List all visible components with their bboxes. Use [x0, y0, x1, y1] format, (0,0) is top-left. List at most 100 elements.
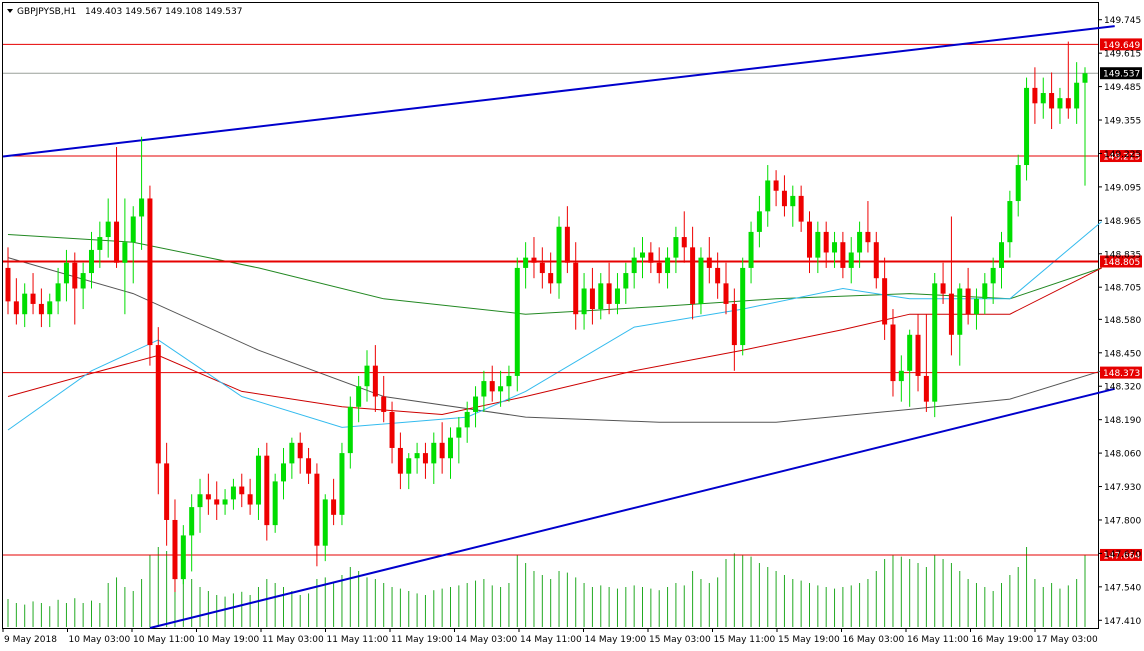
y-tick-label: 148.705	[1104, 284, 1141, 294]
y-tick-label: 149.485	[1104, 83, 1141, 93]
y-tick-label: 148.060	[1104, 450, 1141, 460]
level-label: 148.805	[1103, 258, 1140, 268]
candle-body	[397, 447, 403, 474]
price-axis: 149.745 149.615 149.485 149.355 149.225 149.0…	[1098, 16, 1141, 627]
candle-body	[1049, 93, 1055, 109]
candle-body	[122, 242, 128, 263]
candle-body	[840, 242, 846, 268]
candle-body	[514, 267, 520, 376]
candle-body	[898, 370, 904, 382]
y-tick-label: 148.190	[1104, 416, 1141, 426]
candle-body	[473, 396, 479, 412]
candle-body	[372, 365, 378, 397]
candle-body	[381, 396, 387, 412]
candle-body	[957, 288, 963, 335]
x-tick-label: 16 May 19:00	[972, 635, 1034, 645]
candle-body	[164, 463, 170, 520]
candle-body	[581, 288, 587, 315]
candle-body	[130, 216, 136, 243]
level-label-bg	[1100, 548, 1142, 561]
candle-body	[214, 499, 220, 505]
candle-body	[356, 386, 362, 407]
candle-body	[573, 262, 579, 315]
candle-body	[230, 486, 236, 500]
current-price-label: 149.537	[1103, 70, 1140, 80]
y-tick-label: 149.615	[1104, 50, 1141, 60]
candle-body	[431, 442, 437, 464]
candle-body	[414, 453, 420, 459]
candle-body	[923, 375, 929, 402]
level-label: 147.664	[1103, 551, 1140, 561]
x-tick-label: 14 May 03:00	[456, 635, 518, 645]
candle-body	[882, 278, 888, 325]
candle-body	[80, 273, 86, 289]
upper-channel-line	[2, 25, 1115, 158]
candle-body	[748, 231, 754, 268]
candle-body	[1082, 73, 1088, 83]
level-label-bg	[1100, 150, 1142, 163]
x-tick-label: 9 May 2018	[4, 635, 57, 645]
candle-body	[189, 507, 195, 536]
candle-body	[222, 499, 228, 505]
candle-body	[865, 231, 871, 243]
candle-body	[180, 535, 186, 580]
candle-body	[13, 301, 19, 315]
x-tick-label: 15 May 19:00	[778, 635, 840, 645]
lower-channel-line	[149, 387, 1115, 629]
candle-body	[765, 180, 771, 212]
channel-lines[interactable]	[2, 25, 1115, 629]
candle-body	[72, 262, 78, 289]
candle-body	[740, 267, 746, 346]
candle-body	[481, 381, 487, 397]
candle-body	[965, 288, 971, 315]
candle-body	[781, 190, 787, 207]
candle-body	[1074, 82, 1080, 109]
candle-body	[347, 406, 353, 454]
candle-body	[857, 231, 863, 253]
x-tick-label: 10 May 11:00	[133, 635, 195, 645]
x-tick-label: 15 May 03:00	[649, 635, 711, 645]
horizontal-levels[interactable]: 149.649 149.215 148.805 148.373 147.664 149.5…	[3, 38, 1142, 561]
y-tick-label: 149.095	[1104, 183, 1141, 193]
candle-body	[155, 345, 161, 464]
candle-body	[873, 242, 879, 279]
candle-body	[798, 195, 804, 222]
x-tick-label: 10 May 03:00	[69, 635, 131, 645]
level-label-bg	[1100, 38, 1142, 51]
y-tick-label: 148.580	[1104, 316, 1141, 326]
candle-body	[364, 365, 370, 387]
candle-body	[272, 481, 278, 526]
candle-body	[982, 283, 988, 299]
level-label: 149.215	[1103, 153, 1140, 163]
candle-body	[306, 458, 312, 474]
candle-body	[848, 252, 854, 268]
candle-body	[1032, 87, 1038, 104]
candle-body	[205, 494, 211, 500]
candle-body	[322, 499, 328, 546]
y-tick-label: 147.410	[1104, 617, 1141, 627]
candle-body	[806, 221, 812, 258]
x-tick-label: 14 May 11:00	[520, 635, 582, 645]
candle-body	[139, 198, 145, 217]
y-tick-label: 149.745	[1104, 16, 1141, 26]
y-tick-label: 147.800	[1104, 516, 1141, 526]
y-tick-label: 147.540	[1104, 583, 1141, 593]
candle-body	[673, 237, 679, 258]
ma-long-line	[7, 257, 1102, 423]
candle-body	[456, 427, 462, 438]
level-label: 148.373	[1103, 369, 1140, 379]
candle-body	[147, 198, 153, 346]
x-tick-label: 14 May 19:00	[585, 635, 647, 645]
y-tick-label: 148.450	[1104, 349, 1141, 359]
level-label-bg	[1100, 366, 1142, 379]
candle-body	[698, 257, 704, 304]
candle-body	[648, 252, 654, 263]
candle-body	[1057, 98, 1063, 109]
candle-body	[990, 267, 996, 284]
candle-body	[614, 288, 620, 304]
candle-body	[422, 453, 428, 464]
ohlc-label: 149.403 149.567 149.108 149.537	[85, 7, 242, 17]
candle-body	[665, 257, 671, 274]
symbol-label: GBPJPYSB,H1	[17, 7, 76, 17]
